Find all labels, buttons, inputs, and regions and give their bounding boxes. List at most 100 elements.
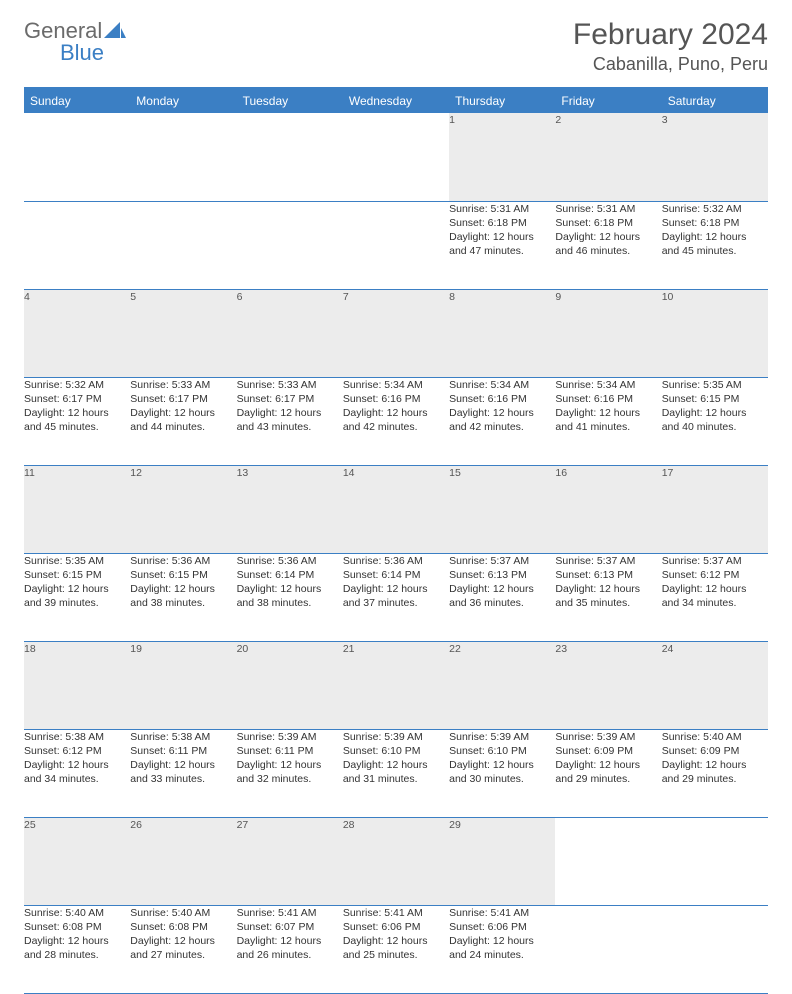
daylight-line1: Daylight: 12 hours — [555, 758, 661, 772]
weekday-header: Friday — [555, 88, 661, 113]
sunrise-line: Sunrise: 5:41 AM — [343, 906, 449, 920]
day-number-row: 45678910 — [24, 289, 768, 377]
day-number-cell: 14 — [343, 465, 449, 553]
sunset-line: Sunset: 6:13 PM — [555, 568, 661, 582]
day-detail-cell — [343, 201, 449, 289]
sunrise-line: Sunrise: 5:40 AM — [24, 906, 130, 920]
daylight-line2: and 44 minutes. — [130, 420, 236, 434]
day-detail-cell: Sunrise: 5:35 AMSunset: 6:15 PMDaylight:… — [662, 377, 768, 465]
sunset-line: Sunset: 6:06 PM — [449, 920, 555, 934]
daylight-line2: and 45 minutes. — [662, 244, 768, 258]
daylight-line1: Daylight: 12 hours — [130, 582, 236, 596]
sunset-line: Sunset: 6:06 PM — [343, 920, 449, 934]
daylight-line1: Daylight: 12 hours — [555, 582, 661, 596]
day-number-cell: 16 — [555, 465, 661, 553]
day-detail-cell: Sunrise: 5:37 AMSunset: 6:13 PMDaylight:… — [555, 553, 661, 641]
day-number-cell: 22 — [449, 641, 555, 729]
day-number-cell: 3 — [662, 113, 768, 201]
day-number-cell — [662, 817, 768, 905]
sunset-line: Sunset: 6:16 PM — [449, 392, 555, 406]
day-number-cell: 8 — [449, 289, 555, 377]
day-detail-cell — [24, 201, 130, 289]
day-number-cell: 15 — [449, 465, 555, 553]
sunrise-line: Sunrise: 5:32 AM — [662, 202, 768, 216]
day-number-cell: 13 — [237, 465, 343, 553]
day-number-cell — [237, 113, 343, 201]
daylight-line1: Daylight: 12 hours — [343, 406, 449, 420]
day-detail-cell: Sunrise: 5:37 AMSunset: 6:12 PMDaylight:… — [662, 553, 768, 641]
sunset-line: Sunset: 6:18 PM — [555, 216, 661, 230]
day-number-row: 2526272829 — [24, 817, 768, 905]
sunrise-line: Sunrise: 5:35 AM — [24, 554, 130, 568]
daylight-line2: and 45 minutes. — [24, 420, 130, 434]
sunrise-line: Sunrise: 5:37 AM — [555, 554, 661, 568]
daylight-line1: Daylight: 12 hours — [662, 230, 768, 244]
weekday-header: Tuesday — [237, 88, 343, 113]
sunrise-line: Sunrise: 5:39 AM — [237, 730, 343, 744]
daylight-line1: Daylight: 12 hours — [449, 582, 555, 596]
day-number-row: 123 — [24, 113, 768, 201]
daylight-line2: and 42 minutes. — [343, 420, 449, 434]
day-number-cell: 11 — [24, 465, 130, 553]
day-number-cell: 1 — [449, 113, 555, 201]
day-number-cell: 12 — [130, 465, 236, 553]
sunset-line: Sunset: 6:09 PM — [555, 744, 661, 758]
sunrise-line: Sunrise: 5:32 AM — [24, 378, 130, 392]
daylight-line1: Daylight: 12 hours — [130, 406, 236, 420]
title-block: February 2024 Cabanilla, Puno, Peru — [573, 18, 768, 75]
sunset-line: Sunset: 6:17 PM — [130, 392, 236, 406]
day-detail-cell: Sunrise: 5:33 AMSunset: 6:17 PMDaylight:… — [237, 377, 343, 465]
day-detail-cell: Sunrise: 5:40 AMSunset: 6:08 PMDaylight:… — [24, 905, 130, 993]
day-number-cell: 27 — [237, 817, 343, 905]
day-detail-row: Sunrise: 5:38 AMSunset: 6:12 PMDaylight:… — [24, 729, 768, 817]
day-number-cell: 24 — [662, 641, 768, 729]
daylight-line2: and 37 minutes. — [343, 596, 449, 610]
sunrise-line: Sunrise: 5:38 AM — [130, 730, 236, 744]
sunrise-line: Sunrise: 5:35 AM — [662, 378, 768, 392]
day-detail-cell: Sunrise: 5:36 AMSunset: 6:15 PMDaylight:… — [130, 553, 236, 641]
daylight-line1: Daylight: 12 hours — [130, 934, 236, 948]
sunset-line: Sunset: 6:08 PM — [24, 920, 130, 934]
sunset-line: Sunset: 6:09 PM — [662, 744, 768, 758]
weekday-header: Thursday — [449, 88, 555, 113]
calendar-table: SundayMondayTuesdayWednesdayThursdayFrid… — [24, 87, 768, 994]
day-number-cell: 20 — [237, 641, 343, 729]
daylight-line1: Daylight: 12 hours — [24, 406, 130, 420]
day-number-cell — [343, 113, 449, 201]
day-detail-cell — [555, 905, 661, 993]
logo-sail-icon — [104, 22, 126, 40]
daylight-line1: Daylight: 12 hours — [24, 934, 130, 948]
day-number-row: 11121314151617 — [24, 465, 768, 553]
logo-text-blue: Blue — [60, 40, 104, 65]
day-number-cell: 18 — [24, 641, 130, 729]
day-detail-cell: Sunrise: 5:34 AMSunset: 6:16 PMDaylight:… — [449, 377, 555, 465]
day-number-cell: 7 — [343, 289, 449, 377]
day-number-cell — [24, 113, 130, 201]
sunset-line: Sunset: 6:10 PM — [343, 744, 449, 758]
day-detail-row: Sunrise: 5:40 AMSunset: 6:08 PMDaylight:… — [24, 905, 768, 993]
day-detail-cell: Sunrise: 5:33 AMSunset: 6:17 PMDaylight:… — [130, 377, 236, 465]
daylight-line1: Daylight: 12 hours — [555, 406, 661, 420]
day-number-cell: 25 — [24, 817, 130, 905]
day-detail-cell: Sunrise: 5:34 AMSunset: 6:16 PMDaylight:… — [555, 377, 661, 465]
day-number-cell: 21 — [343, 641, 449, 729]
daylight-line2: and 47 minutes. — [449, 244, 555, 258]
sunset-line: Sunset: 6:15 PM — [662, 392, 768, 406]
sunrise-line: Sunrise: 5:41 AM — [237, 906, 343, 920]
daylight-line1: Daylight: 12 hours — [449, 406, 555, 420]
daylight-line1: Daylight: 12 hours — [237, 406, 343, 420]
sunrise-line: Sunrise: 5:33 AM — [130, 378, 236, 392]
sunrise-line: Sunrise: 5:37 AM — [662, 554, 768, 568]
header: General February 2024 Cabanilla, Puno, P… — [24, 18, 768, 75]
day-number-cell: 26 — [130, 817, 236, 905]
sunset-line: Sunset: 6:18 PM — [662, 216, 768, 230]
daylight-line2: and 32 minutes. — [237, 772, 343, 786]
daylight-line2: and 35 minutes. — [555, 596, 661, 610]
daylight-line2: and 38 minutes. — [130, 596, 236, 610]
sunrise-line: Sunrise: 5:38 AM — [24, 730, 130, 744]
daylight-line2: and 43 minutes. — [237, 420, 343, 434]
day-detail-cell: Sunrise: 5:39 AMSunset: 6:10 PMDaylight:… — [343, 729, 449, 817]
sunset-line: Sunset: 6:07 PM — [237, 920, 343, 934]
daylight-line1: Daylight: 12 hours — [555, 230, 661, 244]
sunrise-line: Sunrise: 5:36 AM — [130, 554, 236, 568]
